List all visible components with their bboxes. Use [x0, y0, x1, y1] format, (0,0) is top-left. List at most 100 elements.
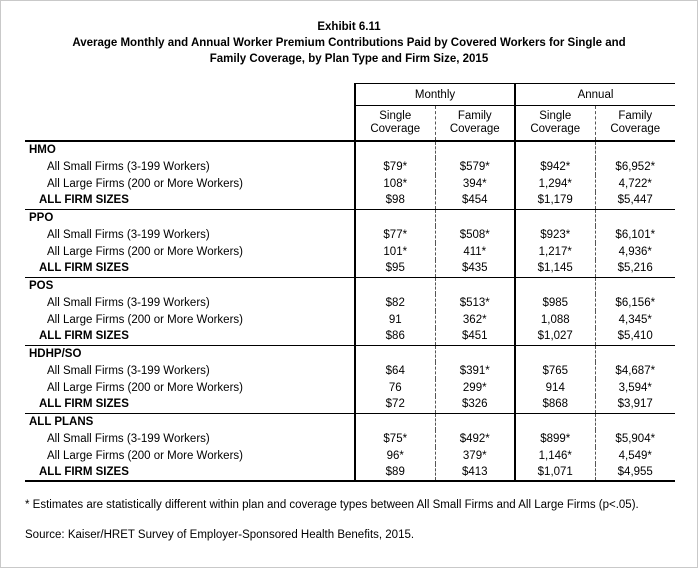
column-header-monthly-single: Single Coverage — [354, 105, 435, 142]
value-cell: $4,687* — [594, 362, 675, 379]
value-cell: $79* — [354, 158, 435, 175]
table-row: All Small Firms (3-199 Workers) $77* $508*… — [25, 226, 675, 243]
plan-name: HDHP/SO — [29, 347, 82, 360]
row-label: All Small Firms (3-199 Workers) — [47, 228, 210, 241]
plan-row: HDHP/SO — [25, 345, 675, 362]
column-group-annual: Annual — [514, 83, 675, 106]
title-block: Exhibit 6.11 Average Monthly and Annual … — [25, 19, 673, 67]
value-cell: 4,549* — [594, 447, 675, 464]
row-label: All Small Firms (3-199 Workers) — [47, 160, 210, 173]
row-label: ALL FIRM SIZES — [25, 328, 355, 346]
empty-cell — [594, 413, 675, 430]
value-cell: $5,447 — [594, 192, 675, 210]
value-cell: 76 — [354, 379, 435, 396]
column-group-monthly: Monthly — [354, 83, 515, 106]
plan-name: HMO — [29, 144, 56, 156]
table-row: All Large Firms (200 or More Workers) 108… — [25, 175, 675, 192]
plan-name: PPO — [29, 211, 54, 224]
empty-cell — [434, 277, 515, 294]
value-cell: $454 — [434, 192, 515, 210]
value-cell: $82 — [354, 294, 435, 311]
row-label: ALL FIRM SIZES — [25, 260, 355, 278]
value-cell: $942* — [514, 158, 595, 175]
empty-cell — [594, 141, 675, 158]
empty-cell — [594, 277, 675, 294]
footnote-statistical: * Estimates are statistically different … — [25, 499, 639, 511]
table-row: All Small Firms (3-199 Workers) $64 $391* $… — [25, 362, 675, 379]
value-cell: $899* — [514, 430, 595, 447]
plan-name: ALL PLANS — [29, 415, 94, 428]
corner-cell — [25, 105, 355, 142]
empty-cell — [514, 345, 595, 362]
value-cell: 379* — [434, 447, 515, 464]
exhibit-title-line1: Average Monthly and Annual Worker Premiu… — [72, 37, 626, 49]
value-cell: $64 — [354, 362, 435, 379]
plan-name: POS — [29, 279, 54, 292]
row-label: All Large Firms (200 or More Workers) — [47, 313, 243, 326]
table-row: All Large Firms (200 or More Workers) 76 2… — [25, 379, 675, 396]
value-cell: $492* — [434, 430, 515, 447]
corner-cell — [25, 84, 355, 106]
value-cell: $5,216 — [594, 260, 675, 278]
value-cell: $86 — [354, 328, 435, 346]
row-label: ALL FIRM SIZES — [25, 396, 355, 414]
value-cell: $1,027 — [514, 328, 595, 346]
table-row: All Small Firms (3-199 Workers) $82 $513* $… — [25, 294, 675, 311]
value-cell: $868 — [514, 396, 595, 414]
plan-row: HMO — [25, 141, 675, 158]
value-cell: $3,917 — [594, 396, 675, 414]
value-cell: 108* — [354, 175, 435, 192]
column-header-monthly-family: Family Coverage — [434, 105, 515, 142]
exhibit-title-line2: Family Coverage, by Plan Type and Firm S… — [209, 53, 489, 65]
value-cell: $6,156* — [594, 294, 675, 311]
value-cell: $985 — [514, 294, 595, 311]
empty-cell — [434, 209, 515, 226]
value-cell: $4,955 — [594, 464, 675, 482]
plan-row: PPO — [25, 209, 675, 226]
row-label: All Large Firms (200 or More Workers) — [47, 381, 243, 394]
plan-row: ALL PLANS — [25, 413, 675, 430]
table-header: Monthly Annual Single Coverage Family Co… — [25, 83, 675, 142]
column-header-row: Single Coverage Family Coverage Single C… — [25, 105, 675, 142]
row-label: All Small Firms (3-199 Workers) — [47, 364, 210, 377]
value-cell: $391* — [434, 362, 515, 379]
table-row: All Small Firms (3-199 Workers) $75* $492*… — [25, 430, 675, 447]
column-header-annual-single: Single Coverage — [514, 105, 595, 142]
value-cell: 3,594* — [594, 379, 675, 396]
value-cell: 914 — [514, 379, 595, 396]
table-row: ALL FIRM SIZES $86 $451 $1,027 $5,410 — [25, 328, 675, 346]
row-label: All Small Firms (3-199 Workers) — [47, 432, 210, 445]
empty-cell — [354, 345, 435, 362]
empty-cell — [514, 277, 595, 294]
value-cell: $1,179 — [514, 192, 595, 210]
empty-cell — [514, 141, 595, 158]
empty-cell — [594, 345, 675, 362]
value-cell: $923* — [514, 226, 595, 243]
table-body: HMO All Small Firms (3-199 Workers) $79* $5… — [25, 141, 675, 482]
empty-cell — [514, 209, 595, 226]
empty-cell — [434, 141, 515, 158]
value-cell: 4,936* — [594, 243, 675, 260]
value-cell: 1,217* — [514, 243, 595, 260]
row-label: ALL FIRM SIZES — [25, 192, 355, 210]
value-cell: $75* — [354, 430, 435, 447]
value-cell: 394* — [434, 175, 515, 192]
table-row: All Large Firms (200 or More Workers) 96*… — [25, 447, 675, 464]
row-label: All Large Firms (200 or More Workers) — [47, 449, 243, 462]
value-cell: 1,294* — [514, 175, 595, 192]
empty-cell — [434, 413, 515, 430]
value-cell: 4,722* — [594, 175, 675, 192]
table-row: All Small Firms (3-199 Workers) $79* $579*… — [25, 158, 675, 175]
value-cell: $579* — [434, 158, 515, 175]
value-cell: $413 — [434, 464, 515, 482]
value-cell: 101* — [354, 243, 435, 260]
column-header-annual-family: Family Coverage — [594, 105, 675, 142]
row-label: ALL FIRM SIZES — [25, 464, 355, 482]
row-label: All Large Firms (200 or More Workers) — [47, 177, 243, 190]
empty-cell — [434, 345, 515, 362]
value-cell: $95 — [354, 260, 435, 278]
empty-cell — [354, 413, 435, 430]
value-cell: 411* — [434, 243, 515, 260]
value-cell: 91 — [354, 311, 435, 328]
